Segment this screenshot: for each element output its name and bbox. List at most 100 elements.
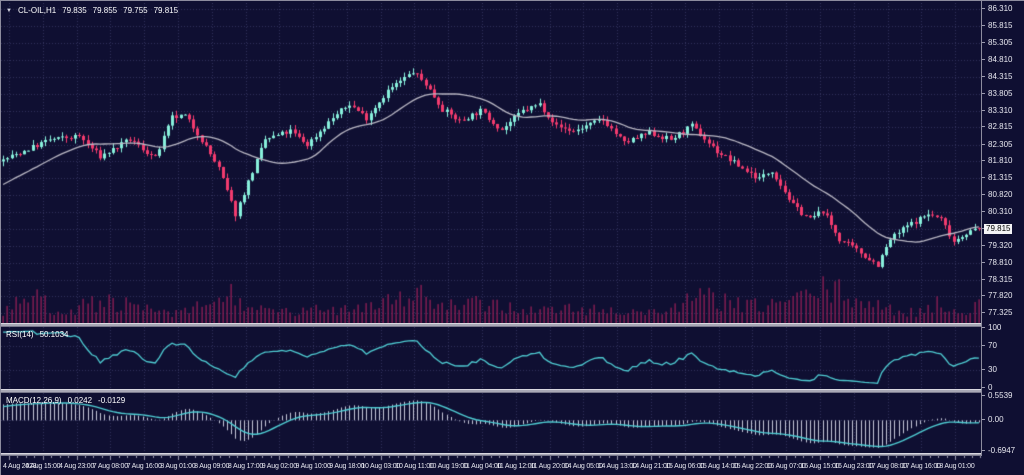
price-axis-label: 84.315: [988, 72, 1013, 81]
time-axis-label: 16 Aug 23:00: [834, 463, 874, 470]
time-axis-label: 11 Aug 04:00: [462, 463, 502, 470]
macd-value-signal: -0.0129: [98, 396, 126, 405]
price-axis-label: 83.310: [988, 106, 1013, 115]
rsi-value: 50.1034: [39, 330, 69, 339]
time-axis[interactable]: 4 Aug 2023 4 Aug 15:00 4 Aug 23:00 7 Aug 08…: [1, 456, 1024, 475]
rsi-chart-canvas[interactable]: [1, 327, 981, 389]
price-axis-label: 80.310: [988, 207, 1013, 216]
price-axis-label: 83.805: [988, 89, 1013, 98]
ohlc-open-value: 79.835: [62, 6, 87, 15]
axis-tick: [982, 76, 985, 77]
axis-tick: [982, 194, 985, 195]
axis-tick: [982, 245, 985, 246]
rsi-axis-label: 0: [988, 383, 993, 392]
time-axis-label: 14 Aug 05:00: [563, 463, 603, 470]
axis-tick: [982, 327, 985, 328]
ohlc-high-value: 79.855: [92, 6, 118, 15]
axis-tick: [982, 345, 985, 346]
time-axis-label: 17 Aug 16:00: [901, 463, 941, 470]
macd-label: MACD(12,26,9): [6, 396, 62, 405]
axis-tick: [982, 110, 985, 111]
time-axis-label: 14 Aug 21:00: [631, 463, 671, 470]
axis-tick: [982, 369, 985, 370]
ohlc-low-value: 79.755: [123, 6, 148, 15]
axis-tick: [982, 42, 985, 43]
axis-tick: [982, 177, 985, 178]
price-axis-label: 85.305: [988, 38, 1013, 47]
axis-tick: [982, 295, 985, 296]
price-axis-label: 81.315: [988, 173, 1013, 182]
price-axis[interactable]: 86.310 85.815 85.305 84.810 84.315 83.805 83.3…: [981, 1, 1024, 456]
axis-tick: [982, 395, 985, 396]
time-axis-ticks-canvas: [1, 456, 1024, 475]
rsi-label: RSI(14): [6, 330, 34, 339]
time-axis-label: 10 Aug 03:00: [361, 463, 401, 470]
time-axis-label: 16 Aug 07:00: [766, 463, 806, 470]
time-axis-label: 14 Aug 13:00: [597, 463, 637, 470]
time-axis-label: 8 Aug 01:00: [160, 463, 196, 470]
time-axis-label: 4 Aug 15:00: [25, 463, 61, 470]
axis-tick: [982, 279, 985, 280]
time-axis-label: 10 Aug 19:00: [428, 463, 468, 470]
rsi-pane[interactable]: RSI(14) 50.1034: [1, 327, 981, 389]
price-axis-label: 79.815: [984, 224, 1013, 234]
macd-axis-label: -0.6947: [988, 446, 1016, 455]
time-axis-label: 8 Aug 17:00: [227, 463, 264, 470]
time-axis-label: 7 Aug 16:00: [126, 463, 162, 470]
rsi-axis-label: 70: [988, 341, 997, 350]
price-axis-label: 81.810: [988, 156, 1013, 165]
time-axis-label: 7 Aug 08:00: [92, 463, 128, 470]
axis-tick: [982, 419, 985, 420]
axis-tick: [982, 59, 985, 60]
axis-tick: [982, 25, 985, 26]
macd-header: MACD(12,26,9) 0.0242 -0.0129: [6, 396, 125, 406]
pane-separator[interactable]: [1, 323, 1024, 327]
macd-axis-label: 0.5539: [988, 391, 1013, 400]
candlestick-chart-canvas[interactable]: [1, 3, 981, 323]
axis-tick: [982, 450, 985, 451]
price-axis-label: 77.325: [988, 308, 1013, 317]
time-axis-label: 15 Aug 22:00: [732, 463, 772, 470]
ohlc-close-value: 79.815: [153, 6, 179, 15]
rsi-axis-label: 100: [988, 323, 1002, 332]
time-axis-label: 4 Aug 2023: [3, 463, 37, 470]
price-axis-label: 78.810: [988, 258, 1013, 267]
axis-tick: [982, 387, 985, 388]
macd-axis-label: 0.00: [988, 415, 1004, 424]
rsi-header: RSI(14) 50.1034: [6, 330, 68, 340]
price-axis-label: 78.315: [988, 275, 1013, 284]
time-axis-label: 15 Aug 14:00: [699, 463, 739, 470]
axis-tick: [982, 160, 985, 161]
time-axis-label: 18 Aug 01:00: [935, 463, 975, 470]
time-axis-label: 8 Aug 09:00: [194, 463, 230, 470]
pane-separator[interactable]: [1, 389, 1024, 393]
price-axis-label: 86.310: [988, 4, 1013, 13]
price-axis-label: 82.815: [988, 122, 1013, 131]
axis-tick: [982, 262, 985, 263]
axis-tick: [982, 93, 985, 94]
rsi-axis-label: 30: [988, 365, 997, 374]
main-price-pane[interactable]: ▼ CL-OIL,H1 79.835 79.855 79.755 79.815: [1, 3, 981, 323]
time-axis-label: 17 Aug 08:00: [868, 463, 907, 470]
price-axis-label: 82.305: [988, 140, 1013, 149]
time-axis-label: 9 Aug 02:00: [261, 463, 297, 470]
time-axis-label: 10 Aug 11:00: [395, 463, 434, 470]
price-axis-label: 84.810: [988, 55, 1013, 64]
time-axis-label: 9 Aug 18:00: [329, 463, 365, 470]
axis-tick: [982, 312, 985, 313]
time-axis-label: 16 Aug 15:00: [800, 463, 840, 470]
chart-collapse-icon[interactable]: ▼: [6, 8, 12, 14]
macd-chart-canvas[interactable]: [1, 393, 981, 453]
symbol-period-label: CL-OIL,H1: [17, 6, 57, 15]
time-axis-label: 11 Aug 20:00: [530, 463, 569, 470]
axis-tick: [982, 8, 985, 9]
time-axis-label: 15 Aug 06:00: [665, 463, 705, 470]
time-axis-label: 4 Aug 23:00: [58, 463, 95, 470]
pane-separator[interactable]: [1, 453, 1024, 456]
price-axis-label: 80.820: [988, 190, 1013, 199]
price-axis-label: 77.820: [988, 291, 1013, 300]
macd-pane[interactable]: MACD(12,26,9) 0.0242 -0.0129: [1, 393, 981, 453]
time-axis-label: 9 Aug 10:00: [295, 463, 331, 470]
axis-tick: [982, 211, 985, 212]
axis-tick: [982, 126, 985, 127]
